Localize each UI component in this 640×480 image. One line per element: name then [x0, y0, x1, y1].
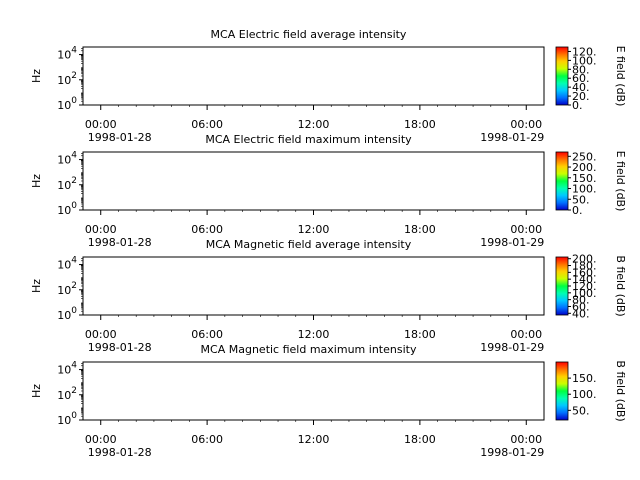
colorbar-tick-label: 50.: [572, 404, 590, 417]
y-tick-label: 104: [57, 256, 77, 272]
x-tick-label: 00:00: [510, 328, 542, 341]
x-tick-label: 18:00: [404, 433, 436, 446]
colorbar-gradient: [555, 256, 569, 316]
x-tick-label: 00:00: [510, 118, 542, 131]
colorbar-tick-label: 100.: [572, 54, 597, 67]
x-tick-label: 00:00: [510, 223, 542, 236]
colorbar-label: E field (dB): [614, 151, 627, 212]
date-start-label: 1998-01-28: [88, 341, 152, 354]
y-axis-label: Hz: [30, 384, 43, 398]
colorbar-tick-label: 100.: [572, 287, 597, 300]
colorbar-label: E field (dB): [614, 46, 627, 107]
panel-title: MCA Electric field average intensity: [211, 28, 407, 41]
colorbar: 50. 100. 150. B field (dB): [555, 360, 627, 422]
colorbar-tick-label: 150.: [572, 172, 597, 185]
colorbar-label: B field (dB): [614, 255, 627, 316]
panel-4: MCA Magnetic field maximum intensity 100 1…: [30, 343, 627, 459]
date-end-label: 1998-01-29: [480, 236, 544, 249]
y-tick-label: 102: [57, 281, 77, 297]
x-tick-label: 00:00: [85, 223, 117, 236]
date-start-label: 1998-01-28: [88, 446, 152, 459]
colorbar-tick-label: 100.: [572, 183, 597, 196]
panel-3: MCA Magnetic field average intensity 100 1…: [30, 238, 627, 354]
colorbar-tick-label: 40.: [572, 81, 590, 94]
x-tick-label: 00:00: [85, 328, 117, 341]
x-tick-label: 12:00: [298, 433, 330, 446]
plot-frame: [82, 46, 545, 106]
y-tick-label: 102: [57, 71, 77, 87]
panel-title: MCA Electric field maximum intensity: [205, 133, 412, 146]
y-tick-label: 102: [57, 176, 77, 192]
colorbar-label: B field (dB): [614, 360, 627, 421]
date-end-label: 1998-01-29: [480, 131, 544, 144]
panel-2: MCA Electric field maximum intensity 100 1…: [30, 133, 627, 249]
colorbar-tick-label: 50.: [572, 193, 590, 206]
colorbar-tick-label: 200.: [572, 161, 597, 174]
colorbar-tick-label: 250.: [572, 150, 597, 163]
colorbar: 0.50.100.150.200.250. E field (dB): [555, 150, 627, 217]
colorbar-tick-label: 140.: [572, 273, 597, 286]
colorbar-tick-label: 120.: [572, 45, 597, 58]
y-tick-label: 104: [57, 151, 77, 167]
panel-1: MCA Electric field average intensity 100 1…: [30, 28, 627, 144]
colorbar: 0.20.40.60.80.100.120. E field (dB): [555, 45, 627, 112]
panel-title: MCA Magnetic field average intensity: [206, 238, 412, 251]
colorbar-tick-label: 20.: [572, 90, 590, 103]
colorbar-tick-label: 160.: [572, 266, 597, 279]
y-tick-label: 100: [57, 411, 77, 427]
x-tick-label: 00:00: [85, 433, 117, 446]
x-tick-label: 18:00: [404, 223, 436, 236]
x-tick-label: 06:00: [191, 328, 223, 341]
colorbar-tick-label: 80.: [572, 63, 590, 76]
colorbar-gradient: [555, 46, 569, 106]
date-start-label: 1998-01-28: [88, 236, 152, 249]
panel-title: MCA Magnetic field maximum intensity: [201, 343, 417, 356]
x-tick-label: 00:00: [510, 433, 542, 446]
colorbar: 40.60.80.100.120.140.160.180.200. B field…: [555, 253, 627, 320]
x-tick-label: 12:00: [298, 328, 330, 341]
y-axis-label: Hz: [30, 174, 43, 188]
plot-frame: [82, 256, 545, 316]
x-tick-label: 12:00: [298, 118, 330, 131]
colorbar-tick-label: 200.: [572, 253, 597, 266]
y-tick-label: 100: [57, 306, 77, 322]
colorbar-tick-label: 0.: [572, 99, 583, 112]
x-tick-label: 06:00: [191, 223, 223, 236]
colorbar-gradient: [555, 151, 569, 211]
plot-frame: [82, 361, 545, 421]
y-tick-label: 104: [57, 46, 77, 62]
colorbar-tick-label: 0.: [572, 204, 583, 217]
y-tick-label: 104: [57, 361, 77, 377]
x-tick-label: 18:00: [404, 118, 436, 131]
x-tick-label: 00:00: [85, 118, 117, 131]
colorbar-tick-label: 60.: [572, 300, 590, 313]
colorbar-tick-label: 100.: [572, 388, 597, 401]
y-axis-label: Hz: [30, 279, 43, 293]
x-tick-label: 18:00: [404, 328, 436, 341]
x-tick-label: 06:00: [191, 433, 223, 446]
colorbar-tick-label: 40.: [572, 307, 590, 320]
colorbar-gradient: [555, 361, 569, 421]
date-end-label: 1998-01-29: [480, 341, 544, 354]
colorbar-tick-label: 120.: [572, 280, 597, 293]
colorbar-tick-label: 180.: [572, 260, 597, 273]
colorbar-tick-label: 150.: [572, 372, 597, 385]
x-tick-label: 06:00: [191, 118, 223, 131]
y-axis-label: Hz: [30, 69, 43, 83]
date-end-label: 1998-01-29: [480, 446, 544, 459]
plot-frame: [82, 151, 545, 211]
y-tick-label: 102: [57, 386, 77, 402]
x-tick-label: 12:00: [298, 223, 330, 236]
y-tick-label: 100: [57, 201, 77, 217]
y-tick-label: 100: [57, 96, 77, 112]
date-start-label: 1998-01-28: [88, 131, 152, 144]
colorbar-tick-label: 60.: [572, 72, 590, 85]
colorbar-tick-label: 80.: [572, 294, 590, 307]
